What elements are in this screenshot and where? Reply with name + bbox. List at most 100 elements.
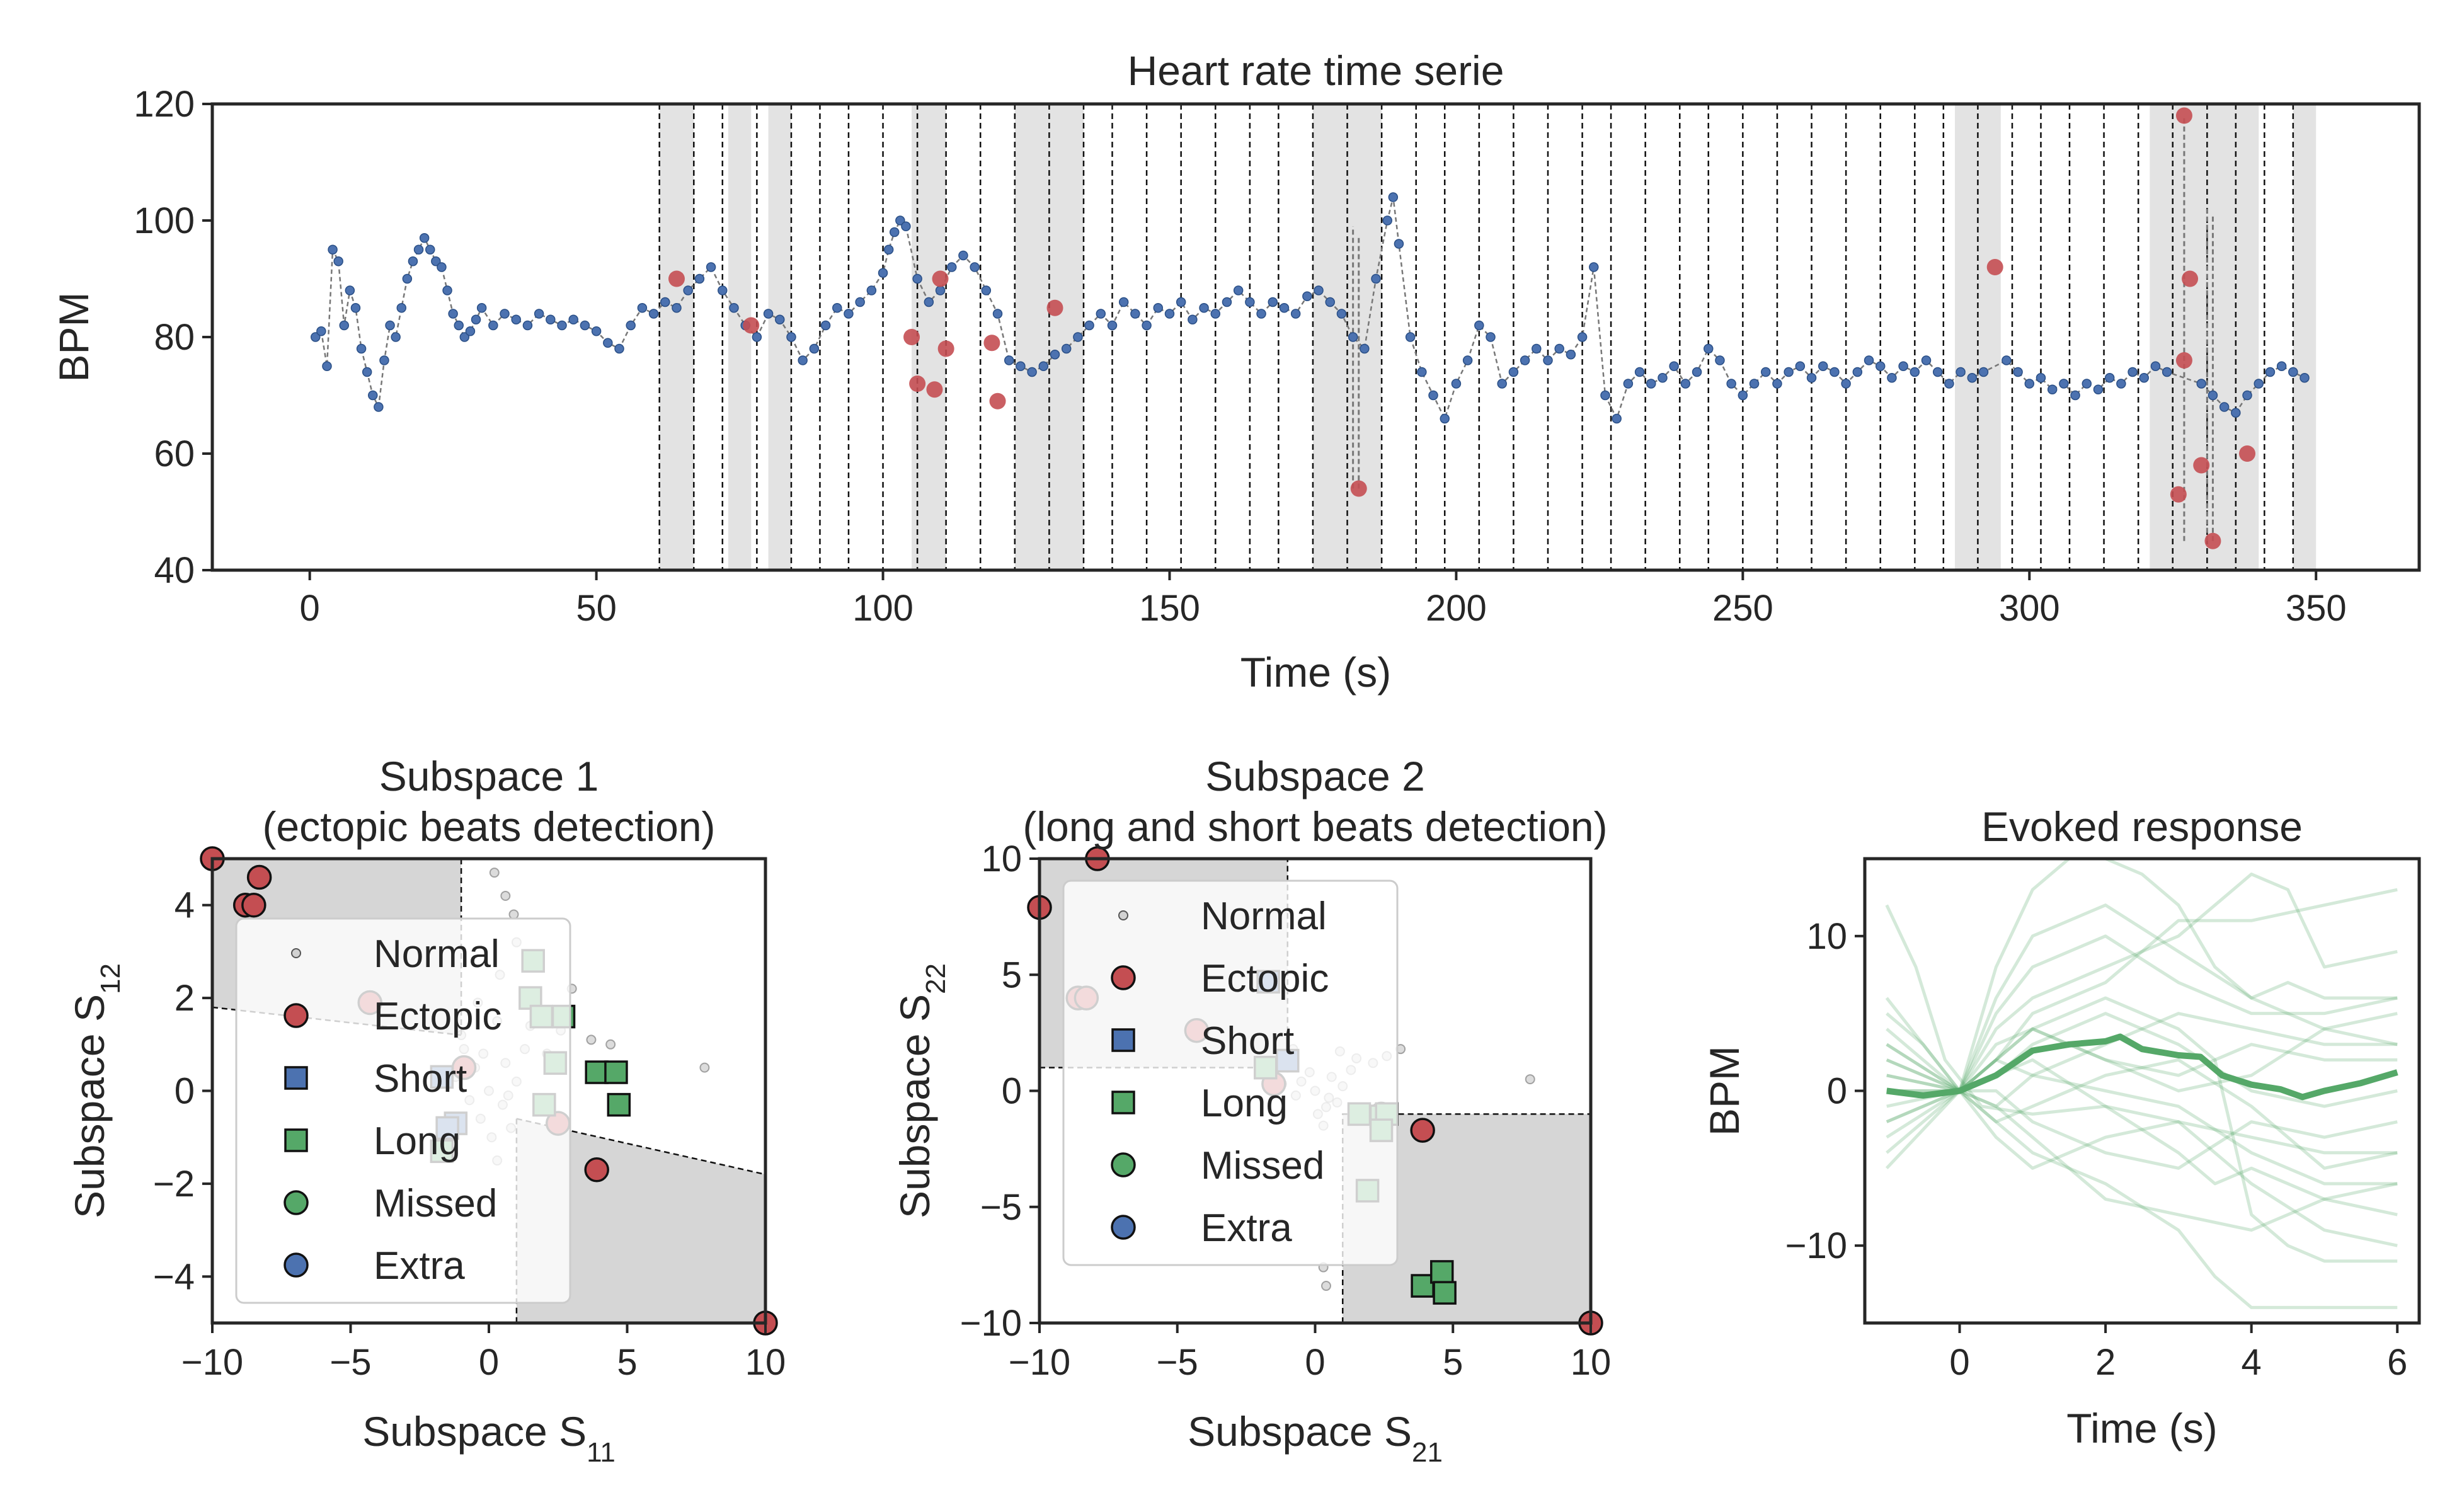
hr-point [1887, 373, 1897, 383]
normal-point [1525, 1074, 1535, 1085]
y-tick-label: 80 [154, 317, 195, 358]
hr-point [1841, 379, 1851, 389]
x-tick-label: 100 [852, 588, 914, 629]
shaded-span [2150, 104, 2259, 570]
legend-marker-missed [1111, 1152, 1136, 1177]
hr-point [718, 285, 728, 295]
y-tick-label: −10 [1785, 1225, 1847, 1266]
hr-point [1153, 303, 1164, 313]
hr-point [2093, 384, 2104, 394]
hr-point [1566, 350, 1576, 360]
trial-line [1885, 903, 2398, 1170]
hr-point [901, 221, 911, 231]
artefact-point [983, 335, 1000, 352]
hr-point [1864, 355, 1874, 365]
x-tick-label: −5 [1157, 1342, 1198, 1383]
y-tick-label: 120 [134, 84, 195, 125]
legend-marker-long [1111, 1091, 1135, 1114]
legend-marker-short [284, 1066, 308, 1090]
hr-point [648, 309, 659, 319]
hr-point [1336, 309, 1347, 319]
y-tick-label: 60 [154, 433, 195, 474]
hr-point [895, 215, 905, 226]
hr-point [2219, 402, 2230, 412]
x-tick-label: 200 [1426, 588, 1487, 629]
legend-label: Missed [374, 1182, 497, 1225]
hr-point [408, 256, 418, 266]
x-axis-label: Time (s) [1240, 649, 1392, 696]
hr-point [1371, 273, 1381, 284]
hr-point [1233, 285, 1244, 295]
hr-point [1760, 367, 1771, 377]
trial-line [1886, 888, 2398, 1139]
ectopic-point [241, 892, 266, 918]
hr-point [775, 314, 785, 324]
normal-point [605, 1039, 616, 1050]
hr-point [511, 314, 521, 324]
hr-point [311, 332, 321, 342]
hr-point [413, 244, 424, 255]
legend-label: Ectopic [1201, 957, 1329, 1000]
hr-point [2116, 379, 2126, 389]
hr-point [1199, 303, 1209, 313]
artefact-point [2204, 532, 2221, 549]
legend-label: Short [1201, 1019, 1294, 1063]
artefact-point [2170, 486, 2187, 503]
hr-point [672, 303, 682, 313]
hr-point [1612, 413, 1622, 424]
hr-point [603, 338, 613, 348]
hr-point [958, 250, 968, 261]
ectopic-point [1410, 1118, 1435, 1143]
y-axis-label: Subspace S12 [66, 963, 126, 1218]
hr-point [1532, 343, 1542, 354]
ectopic-point [246, 864, 272, 890]
hr-point [534, 309, 544, 319]
artefact-point [2175, 352, 2192, 369]
normal-point [586, 1034, 597, 1045]
hr-point [2036, 373, 2046, 383]
y-tick-label: 10 [981, 839, 1022, 879]
hr-point [866, 285, 877, 295]
hr-point [1898, 361, 1908, 371]
hr-point [431, 256, 441, 266]
hr-point [333, 256, 343, 266]
hr-point [1360, 343, 1370, 354]
hr-point [1600, 390, 1610, 401]
hr-point [1554, 343, 1564, 354]
hr-point [1096, 309, 1106, 319]
hr-point [1749, 379, 1760, 389]
artefact-point [1350, 480, 1367, 497]
legend-marker-extra [1111, 1215, 1136, 1240]
hr-point [557, 320, 567, 331]
hr-series-line [314, 197, 2305, 421]
hr-point [924, 297, 934, 307]
hr-point [1245, 297, 1255, 307]
chart-title: Subspace 2 [1205, 753, 1425, 799]
subspace-1-panel: Normal Ectopic Short Long Missed Extra −10 −5 0 5… [66, 753, 786, 1468]
long-point [1430, 1260, 1454, 1284]
hr-point [1107, 320, 1118, 331]
legend-marker-extra [284, 1252, 309, 1278]
long-point [585, 1060, 609, 1084]
hr-point [946, 262, 957, 272]
normal-point [1321, 1281, 1331, 1292]
hr-point [2162, 367, 2172, 377]
artefact-point [926, 381, 943, 398]
hr-point [981, 285, 992, 295]
hr-point [614, 343, 624, 354]
hr-point [1451, 379, 1462, 389]
hr-point [568, 314, 578, 324]
hr-point [1027, 367, 1037, 377]
hr-point [935, 285, 946, 295]
hr-point [368, 390, 378, 401]
hr-point [1830, 367, 1840, 377]
hr-point [1268, 297, 1278, 307]
artefact-point [937, 340, 954, 357]
y-tick-label: 10 [1806, 916, 1847, 957]
y-axis-label: BPM [50, 292, 97, 382]
hr-point [322, 361, 332, 371]
hr-point [1589, 262, 1599, 272]
artefact-point [903, 329, 920, 345]
hr-point [591, 326, 602, 336]
hr-point [1016, 361, 1026, 371]
